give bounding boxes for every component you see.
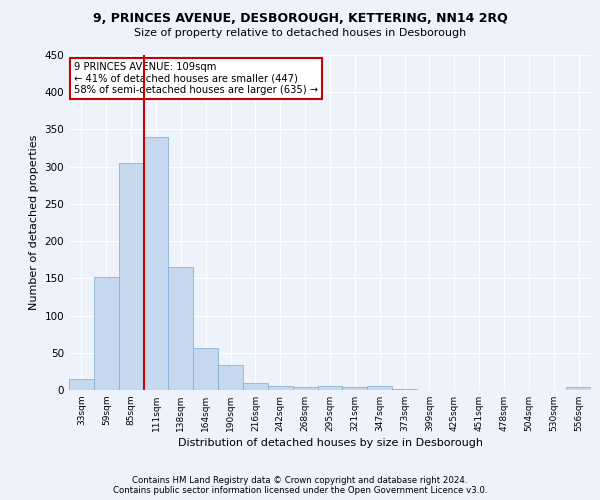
- Bar: [69, 379, 94, 390]
- Bar: [243, 384, 268, 390]
- Bar: [218, 366, 243, 390]
- Bar: [367, 386, 392, 390]
- Bar: [94, 277, 119, 390]
- Y-axis label: Number of detached properties: Number of detached properties: [29, 135, 39, 310]
- Bar: [268, 386, 293, 390]
- Bar: [293, 387, 317, 390]
- Bar: [343, 387, 367, 390]
- Bar: [169, 267, 193, 390]
- X-axis label: Distribution of detached houses by size in Desborough: Distribution of detached houses by size …: [178, 438, 482, 448]
- Bar: [119, 163, 143, 390]
- Text: Contains HM Land Registry data © Crown copyright and database right 2024.
Contai: Contains HM Land Registry data © Crown c…: [113, 476, 487, 495]
- Text: 9 PRINCES AVENUE: 109sqm
← 41% of detached houses are smaller (447)
58% of semi-: 9 PRINCES AVENUE: 109sqm ← 41% of detach…: [74, 62, 319, 95]
- Bar: [193, 348, 218, 390]
- Text: Size of property relative to detached houses in Desborough: Size of property relative to detached ho…: [134, 28, 466, 38]
- Bar: [566, 387, 591, 390]
- Text: 9, PRINCES AVENUE, DESBOROUGH, KETTERING, NN14 2RQ: 9, PRINCES AVENUE, DESBOROUGH, KETTERING…: [92, 12, 508, 26]
- Bar: [317, 386, 343, 390]
- Bar: [143, 137, 169, 390]
